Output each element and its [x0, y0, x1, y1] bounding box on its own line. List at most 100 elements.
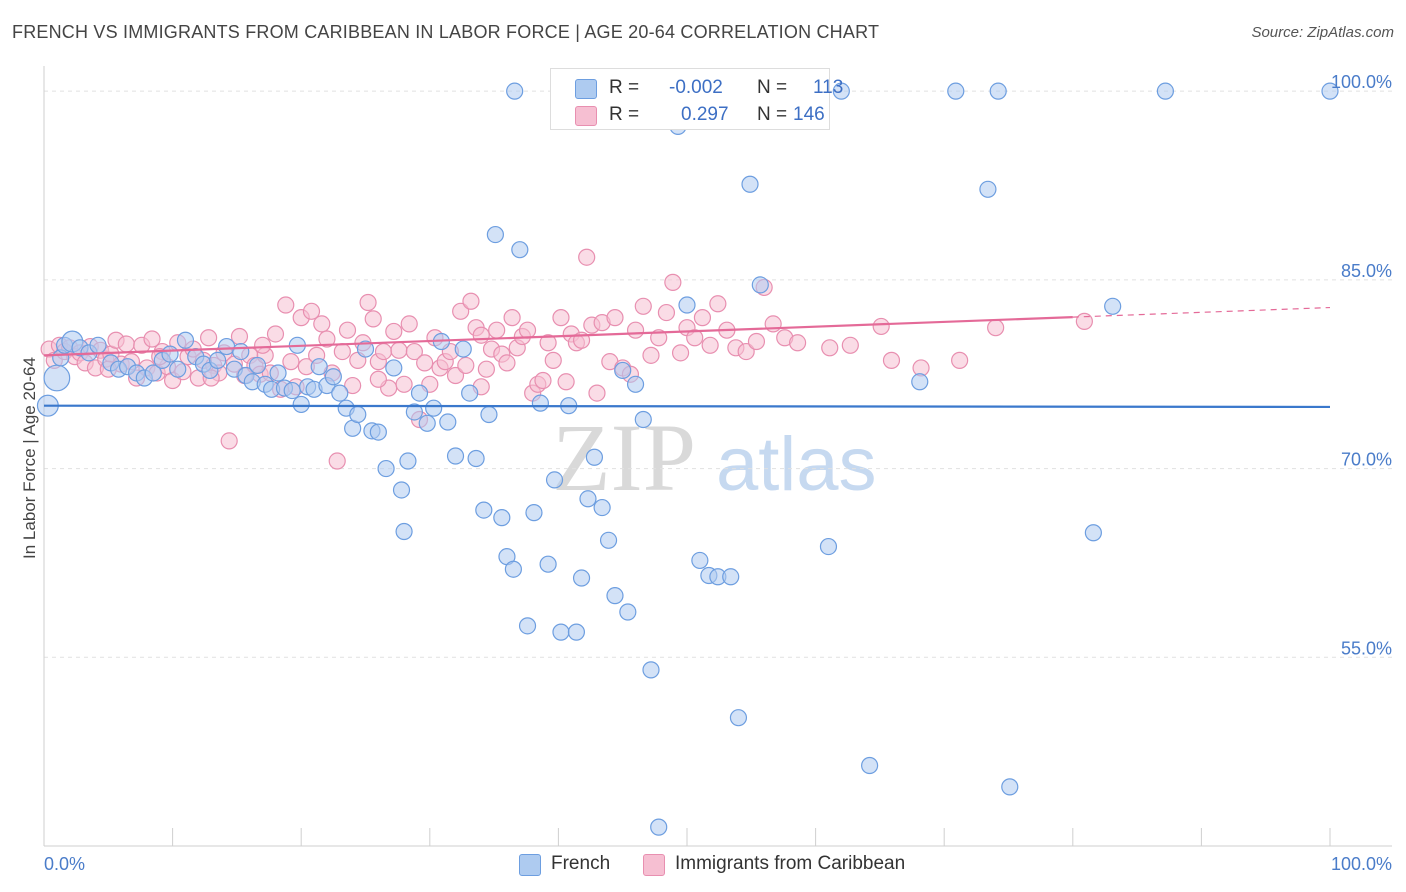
- french-point: [722, 568, 740, 586]
- caribbean-point: [488, 321, 506, 339]
- french-point: [1001, 778, 1019, 796]
- french-point: [531, 394, 549, 412]
- caribbean-point: [220, 432, 238, 450]
- caribbean-point: [821, 339, 839, 357]
- french-point: [493, 509, 511, 527]
- french-point: [425, 399, 443, 417]
- x-tick-label-min: 0.0%: [44, 854, 85, 874]
- caribbean-point: [385, 322, 403, 341]
- french-point: [392, 481, 411, 499]
- french-point: [678, 296, 696, 314]
- y-tick-label: 100.0%: [1331, 72, 1392, 92]
- y-tick-label: 85.0%: [1341, 261, 1392, 281]
- french-legend-swatch: [519, 854, 541, 876]
- caribbean-point: [457, 356, 475, 375]
- caribbean-point: [369, 370, 387, 388]
- caribbean-point: [452, 302, 470, 320]
- french-point: [486, 225, 504, 244]
- caribbean-point: [747, 332, 766, 351]
- caribbean-point: [664, 273, 682, 291]
- french-point: [911, 373, 929, 391]
- french-point: [819, 537, 838, 556]
- caribbean-point: [462, 292, 480, 310]
- caribbean-point: [364, 310, 382, 328]
- french-point: [511, 241, 529, 259]
- french-point: [1104, 297, 1122, 315]
- french-point: [599, 531, 618, 549]
- trend-lines: [43, 306, 1331, 409]
- caribbean-point: [143, 330, 161, 348]
- caribbean-point: [405, 342, 423, 361]
- french-point: [552, 623, 570, 641]
- legend-label-caribbean: Immigrants from Caribbean: [675, 853, 906, 874]
- french-point: [751, 276, 769, 294]
- caribbean-point: [266, 325, 285, 343]
- french-swatch: [575, 79, 597, 99]
- caribbean-point: [1075, 312, 1093, 330]
- caribbean-point: [642, 346, 660, 364]
- caribbean-point: [588, 384, 606, 402]
- french-point: [269, 364, 287, 382]
- stats-legend: R = -0.002 N = 113 R = 0.297 N = 146: [550, 68, 843, 130]
- caribbean-point: [277, 296, 295, 314]
- french-n-value: 113: [813, 77, 844, 98]
- caribbean-point: [472, 326, 490, 344]
- french-point: [43, 364, 71, 392]
- caribbean-point: [709, 295, 727, 313]
- french-point: [369, 423, 387, 441]
- french-point: [161, 345, 179, 363]
- caribbean-point: [544, 351, 562, 369]
- french-point: [572, 569, 591, 587]
- caribbean-point: [987, 319, 1005, 337]
- caribbean-point: [446, 366, 465, 385]
- y-axis-label: In Labor Force | Age 20-64: [20, 357, 39, 559]
- french-point: [545, 471, 564, 489]
- french-point: [232, 342, 250, 361]
- french-point: [861, 756, 879, 775]
- caribbean-point: [338, 321, 357, 339]
- french-point: [324, 368, 342, 386]
- caribbean-point: [534, 371, 552, 390]
- french-point: [144, 364, 162, 382]
- caribbean-point: [686, 329, 704, 347]
- french-point: [446, 447, 465, 465]
- french-point: [349, 405, 367, 424]
- french-point: [439, 413, 457, 431]
- french-point: [480, 405, 498, 424]
- legend-label-french: French: [551, 853, 611, 874]
- french-point: [461, 384, 479, 402]
- r-label: R =: [609, 77, 640, 98]
- french-point: [539, 555, 557, 573]
- french-point: [642, 661, 660, 679]
- caribbean-legend-swatch: [643, 854, 665, 876]
- french-point: [989, 82, 1007, 100]
- french-trend-line: [43, 404, 1331, 409]
- x-tick-label-max: 100.0%: [1331, 854, 1392, 874]
- french-point: [504, 560, 522, 578]
- chart-title: FRENCH VS IMMIGRANTS FROM CARIBBEAN IN L…: [12, 22, 880, 42]
- french-point: [619, 603, 637, 621]
- french-point: [1084, 524, 1102, 542]
- caribbean-point: [634, 297, 652, 315]
- french-point: [169, 360, 187, 378]
- gridlines: [44, 90, 1392, 658]
- caribbean-point: [117, 335, 135, 353]
- french-point: [467, 449, 485, 468]
- caribbean-point: [539, 334, 557, 352]
- caribbean-point: [333, 342, 351, 361]
- french-point: [310, 358, 328, 376]
- caribbean-n-value: 146: [793, 104, 825, 125]
- caribbean-point: [344, 376, 362, 395]
- caribbean-point: [701, 336, 719, 354]
- caribbean-point: [374, 342, 393, 361]
- caribbean-point: [951, 351, 969, 369]
- caribbean-point: [737, 342, 755, 361]
- caribbean-point: [503, 309, 521, 327]
- r-label: R =: [609, 104, 640, 125]
- watermark-zip: ZIP: [552, 404, 696, 511]
- french-point: [356, 340, 375, 358]
- french-point: [634, 410, 652, 429]
- caribbean-trend-extension: [1072, 306, 1331, 318]
- caribbean-point: [671, 344, 690, 362]
- caribbean-point: [606, 309, 624, 327]
